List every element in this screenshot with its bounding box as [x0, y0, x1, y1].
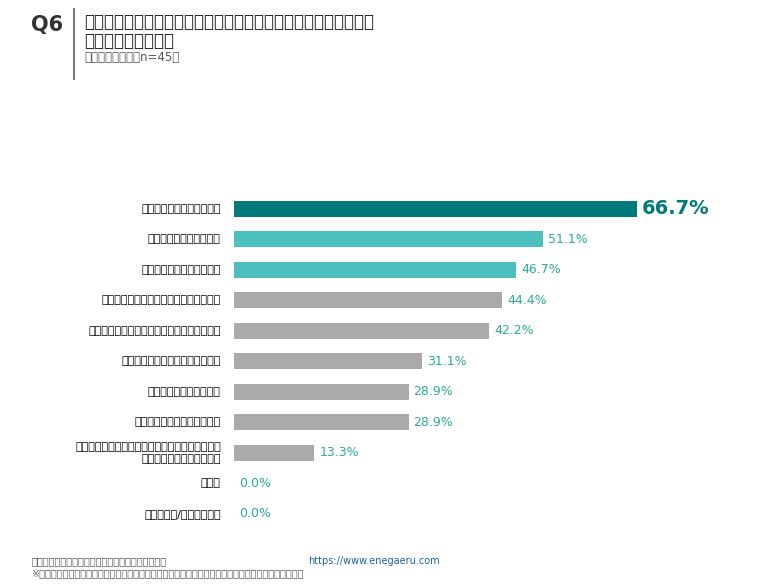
- Text: 28.9%: 28.9%: [413, 385, 453, 398]
- Text: 13.3%: 13.3%: [319, 446, 359, 459]
- Text: 28.9%: 28.9%: [413, 416, 453, 429]
- Text: 51.1%: 51.1%: [548, 233, 587, 246]
- Bar: [234, 445, 314, 460]
- Text: 44.4%: 44.4%: [507, 294, 547, 307]
- Text: https://www.enegaeru.com: https://www.enegaeru.com: [308, 556, 440, 566]
- Text: 0.0%: 0.0%: [239, 507, 271, 520]
- Text: Q6: Q6: [31, 15, 63, 35]
- Bar: [234, 231, 543, 247]
- Text: （複数回答）　（n=45）: （複数回答） （n=45）: [84, 51, 179, 64]
- Text: 31.1%: 31.1%: [427, 355, 466, 368]
- Text: エネがえる運営事務局調べ（国際航業株式会社）: エネがえる運営事務局調べ（国際航業株式会社）: [31, 556, 166, 566]
- Bar: [234, 384, 409, 400]
- Text: 66.7%: 66.7%: [642, 199, 710, 218]
- Bar: [234, 353, 422, 369]
- Bar: [234, 292, 502, 308]
- Bar: [234, 201, 637, 216]
- Bar: [234, 261, 516, 277]
- Text: ※データやグラフにつきましては、出典・リンクを明記いただき、ご自由に社内外でご活用ください。: ※データやグラフにつきましては、出典・リンクを明記いただき、ご自由に社内外でご活…: [31, 569, 303, 579]
- Bar: [234, 414, 409, 430]
- Text: 42.2%: 42.2%: [494, 324, 534, 337]
- Text: 46.7%: 46.7%: [521, 263, 561, 276]
- Text: 0.0%: 0.0%: [239, 477, 271, 490]
- Bar: [234, 323, 489, 339]
- Text: を抱いていますか。: を抱いていますか。: [84, 32, 174, 50]
- Text: 産業用太陽光発電・定置型蓄電システムの導入にどのような期待: 産業用太陽光発電・定置型蓄電システムの導入にどのような期待: [84, 13, 374, 31]
